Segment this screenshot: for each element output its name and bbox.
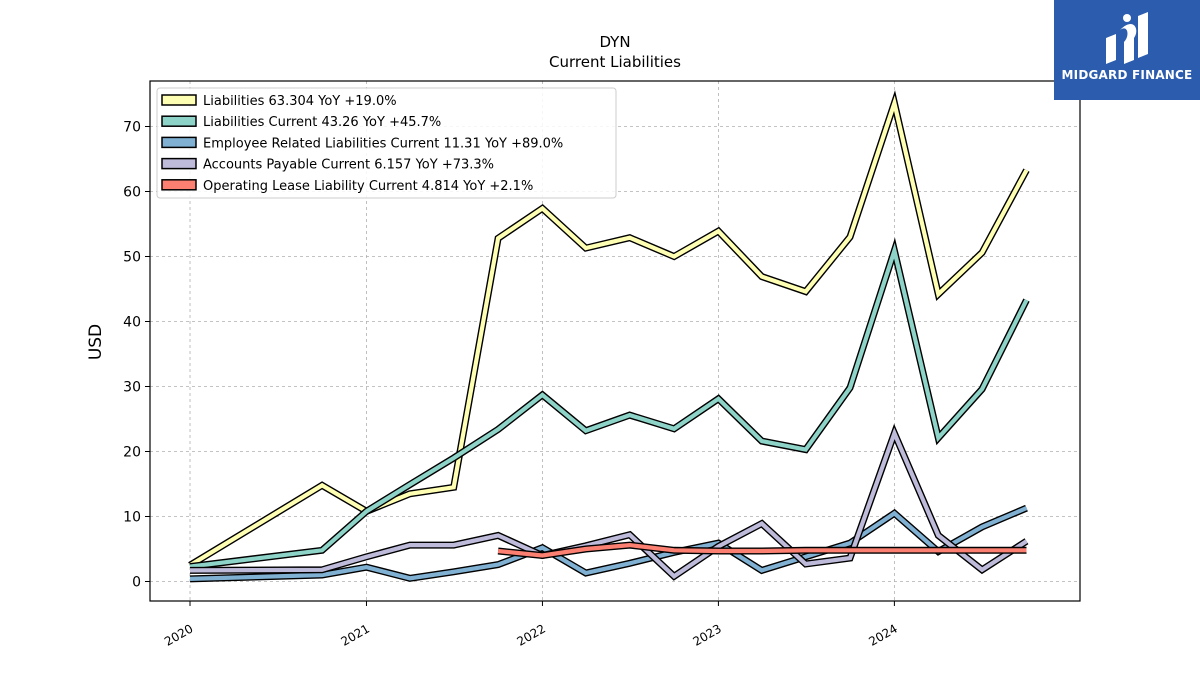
legend-entry: Accounts Payable Current 6.157 YoY +73.3…: [203, 158, 494, 173]
series-line-3: [189, 427, 1028, 579]
x-tick-label: 2024: [866, 621, 899, 648]
legend-swatch: [161, 115, 197, 127]
y-tick-label: 70: [123, 120, 141, 136]
series-lines: [188, 90, 1030, 583]
legend-swatch: [161, 136, 197, 149]
legend-swatch: [161, 94, 197, 106]
x-tick-label: 2020: [162, 621, 195, 648]
legend-entry: Liabilities Current 43.26 YoY +45.7%: [203, 115, 441, 130]
legend-entry: Liabilities 63.304 YoY +19.0%: [203, 94, 397, 109]
x-tick-label: 2023: [690, 621, 723, 648]
brand-logo: MIDGARD FINANCE: [1054, 0, 1200, 100]
x-tick-label: 2022: [514, 621, 547, 648]
y-axis-label: USD: [86, 324, 106, 360]
y-tick-label: 40: [123, 315, 141, 331]
y-tick-label: 20: [123, 445, 141, 461]
chart-subtitle: Current Liabilities: [549, 53, 681, 71]
legend-box: [156, 87, 617, 199]
series-line-4: [497, 542, 1027, 558]
y-tick-label: 0: [132, 575, 141, 591]
series-line-1: [189, 242, 1029, 569]
x-tick-label: 2021: [339, 621, 372, 648]
y-tick-label: 10: [123, 510, 141, 526]
series-outline-3: [189, 423, 1029, 581]
legend-swatch: [161, 179, 197, 191]
logo-mark-icon: [1106, 12, 1148, 64]
series-line-0: [188, 95, 1029, 568]
legend-swatch: [161, 157, 197, 170]
y-tick-label: 30: [123, 380, 141, 396]
legend-entry: Employee Related Liabilities Current 11.…: [203, 136, 563, 151]
legend-entry: Operating Lease Liability Current 4.814 …: [203, 179, 533, 194]
y-tick-label: 60: [123, 185, 141, 201]
chart-title: DYN: [599, 33, 630, 51]
y-tick-label: 50: [123, 250, 141, 266]
plot-frame: [149, 80, 1081, 602]
logo-text: MIDGARD FINANCE: [1061, 68, 1193, 82]
legend: Liabilities 63.304 YoY +19.0% Liabilities…: [156, 87, 617, 199]
